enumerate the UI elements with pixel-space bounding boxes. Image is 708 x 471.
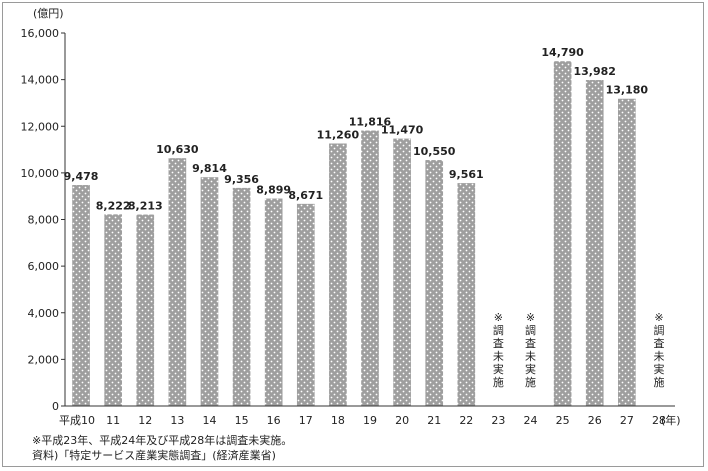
y-tick-label: 14,000: [21, 74, 60, 87]
x-tick-label: 13: [170, 414, 184, 427]
data-label: 9,356: [224, 173, 259, 186]
bar: [200, 177, 219, 406]
y-axis-label: (億円): [33, 7, 64, 20]
bar: [136, 214, 155, 406]
x-tick-label: 15: [235, 414, 249, 427]
x-tick-label: 24: [524, 414, 538, 427]
missing-note-char: 施: [493, 376, 504, 389]
bar: [618, 98, 636, 407]
missing-note-char: ※: [526, 311, 535, 324]
missing-note-char: 未: [653, 350, 664, 363]
data-label: 9,561: [449, 168, 484, 181]
y-tick-label: 6,000: [28, 260, 60, 273]
x-tick-label: 19: [363, 414, 377, 427]
missing-note-char: 調: [525, 323, 536, 337]
x-tick-label: 16: [267, 414, 281, 427]
x-tick-label: 26: [588, 414, 602, 427]
bar: [232, 187, 251, 406]
missing-note-char: ※: [494, 311, 503, 324]
x-tick-label: 25: [556, 414, 570, 427]
missing-note-char: 実: [493, 362, 504, 376]
y-tick-label: 8,000: [28, 214, 60, 227]
data-label: 11,470: [381, 124, 424, 137]
data-label: 8,899: [256, 184, 291, 197]
missing-note-char: ※: [654, 311, 663, 324]
bar: [425, 160, 444, 406]
y-tick-label: 0: [52, 400, 59, 413]
x-tick-label: 17: [299, 414, 313, 427]
x-tick-label: 平成10: [59, 414, 95, 427]
x-axis-unit: (年): [661, 413, 681, 427]
missing-note-char: 査: [493, 336, 504, 350]
missing-note-char: 査: [653, 336, 664, 350]
bar: [104, 214, 122, 406]
missing-note-char: 未: [525, 350, 536, 363]
bar: [457, 183, 476, 406]
data-label: 14,790: [541, 46, 584, 59]
data-label: 10,550: [413, 145, 456, 158]
y-tick-label: 12,000: [21, 120, 60, 133]
data-label: 11,816: [349, 116, 392, 129]
x-tick-label: 14: [202, 414, 216, 427]
missing-note-char: 調: [493, 323, 504, 337]
x-tick-label: 21: [427, 414, 441, 427]
missing-note-char: 施: [525, 376, 536, 389]
data-label: 13,180: [606, 84, 649, 97]
bar: [296, 203, 315, 406]
x-tick-label: 28: [652, 414, 666, 427]
y-tick-label: 16,000: [21, 27, 60, 40]
missing-note-char: 調: [653, 323, 664, 337]
y-tick-label: 2,000: [28, 353, 60, 366]
missing-note-char: 査: [525, 336, 536, 350]
x-tick-label: 11: [106, 414, 120, 427]
missing-note-char: 実: [653, 362, 664, 376]
bar: [585, 80, 604, 407]
footnote-source: 資料)「特定サービス産業実態調査」(経済産業省): [32, 449, 276, 462]
data-label: 11,260: [317, 129, 360, 142]
bar: [553, 61, 572, 406]
y-tick-label: 4,000: [28, 307, 60, 320]
bar: [72, 185, 90, 406]
footnote-1: ※平成23年、平成24年及び平成28年は調査未実施。: [32, 434, 293, 447]
data-label: 8,222: [96, 199, 131, 212]
x-tick-label: 18: [331, 414, 345, 427]
missing-note-char: 未: [493, 350, 504, 363]
bar: [361, 130, 379, 407]
x-tick-label: 27: [620, 414, 634, 427]
data-label: 10,630: [156, 143, 199, 156]
x-tick-label: 23: [491, 414, 505, 427]
missing-note-char: 実: [525, 362, 536, 376]
data-label: 13,982: [574, 65, 616, 78]
data-label: 9,814: [192, 162, 227, 175]
y-tick-label: 10,000: [21, 167, 60, 180]
bar: [329, 143, 347, 406]
bar: [264, 198, 283, 406]
bar: [168, 158, 187, 406]
x-tick-label: 22: [459, 414, 473, 427]
data-label: 9,478: [64, 170, 99, 183]
bar: [393, 138, 411, 406]
data-label: 8,213: [128, 200, 163, 213]
data-label: 8,671: [288, 189, 323, 202]
x-tick-label: 20: [395, 414, 409, 427]
x-tick-label: 12: [138, 414, 152, 427]
missing-note-char: 施: [653, 376, 664, 389]
